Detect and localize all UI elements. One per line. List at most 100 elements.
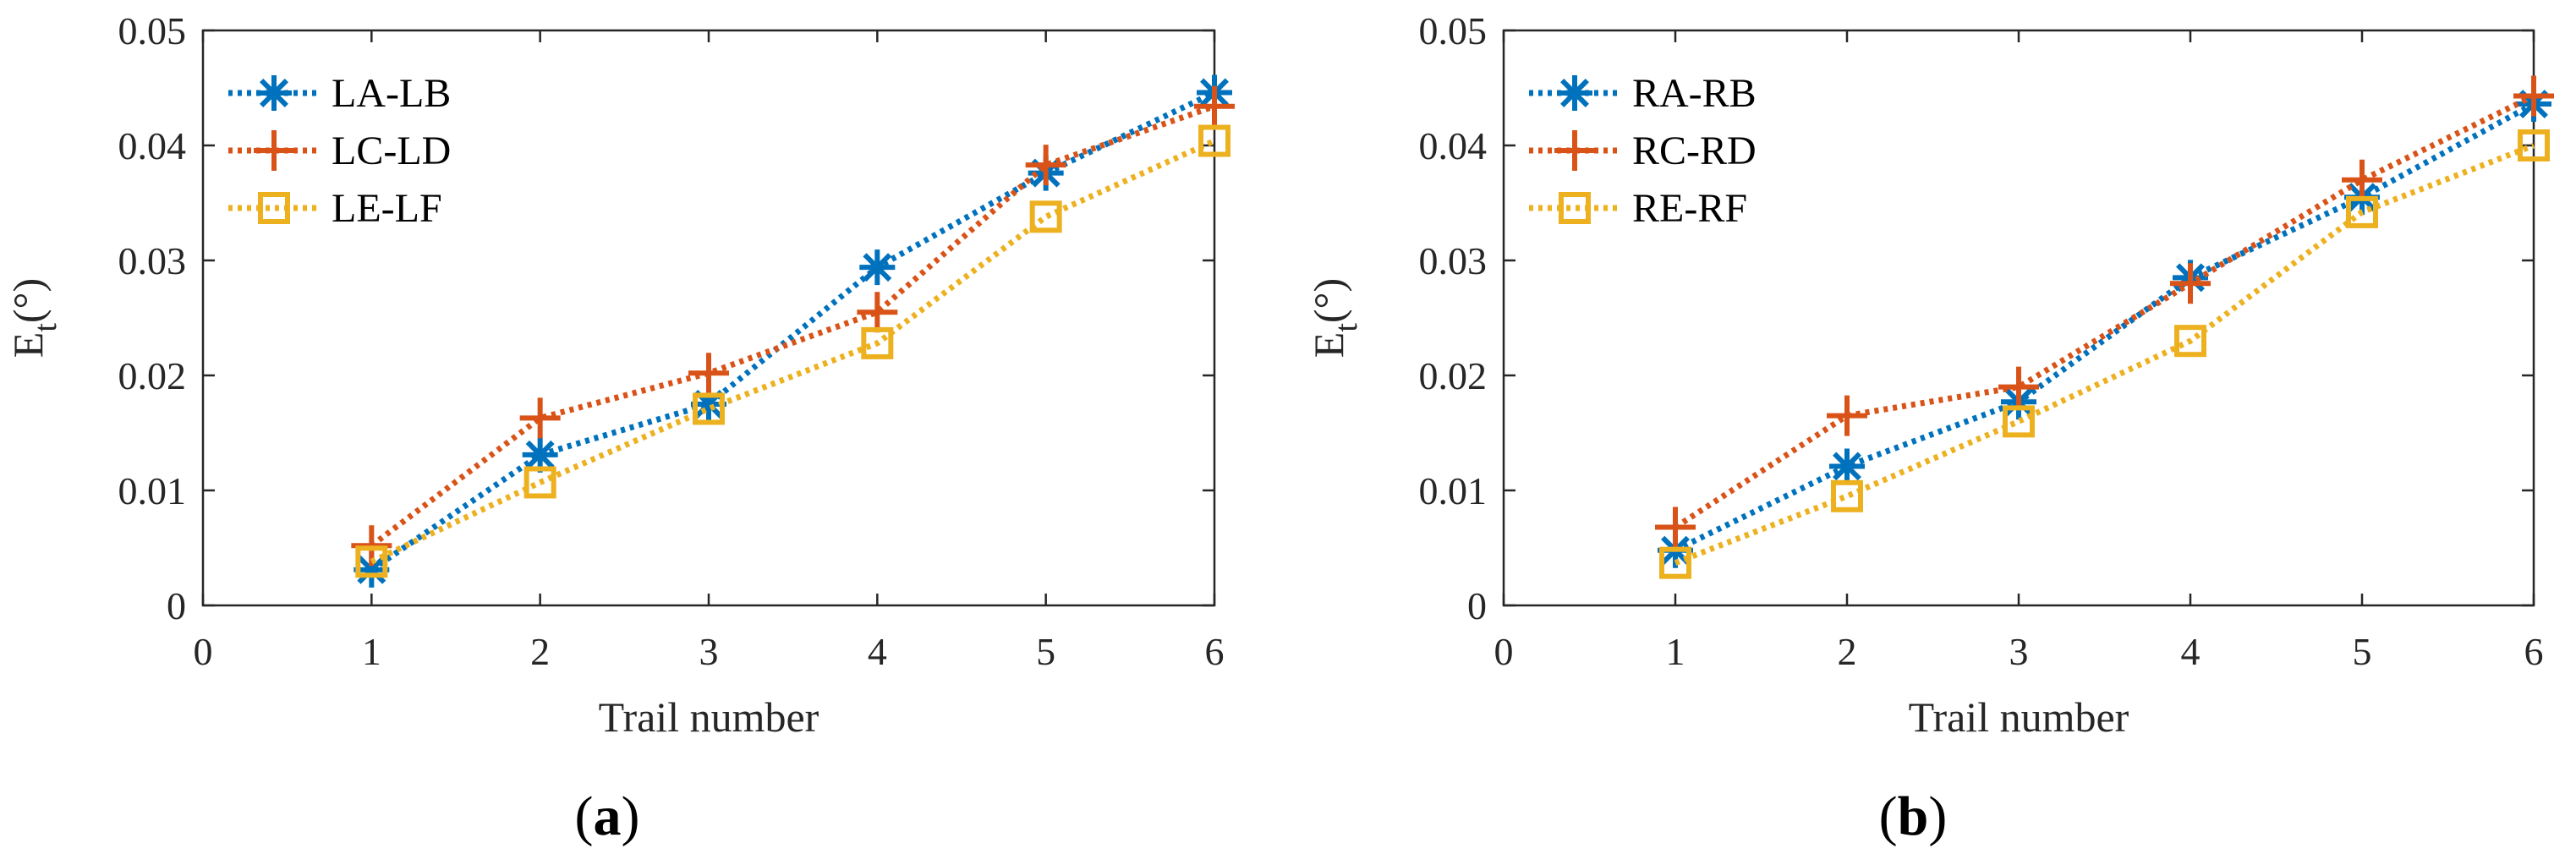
x-tick-label: 0 [194, 630, 213, 673]
data-point [354, 551, 390, 588]
y-tick-label: 0.02 [118, 354, 187, 397]
panel-label: (a) [575, 786, 640, 847]
y-tick-label: 0.01 [1419, 469, 1488, 512]
data-point-shape [523, 466, 556, 499]
data-point [693, 392, 725, 425]
data-point-shape [2174, 325, 2206, 358]
series-RE-RF [1659, 129, 2550, 579]
data-point-shape [688, 353, 729, 394]
data-point-shape [1029, 200, 1062, 233]
data-point [859, 249, 896, 286]
legend-marker [258, 192, 290, 224]
data-point [1831, 479, 1863, 512]
data-point-shape [859, 249, 896, 286]
y-tick-label: 0.03 [1419, 239, 1488, 282]
y-axis-label: Et(°) [1305, 278, 1364, 358]
data-point [522, 436, 558, 473]
data-point-shape [691, 386, 726, 422]
data-point [2346, 195, 2378, 228]
data-point [857, 292, 898, 333]
data-point [1829, 448, 1865, 484]
y-axis-label-main: E [1305, 332, 1352, 359]
data-point-shape [1194, 85, 1235, 127]
data-point [1029, 200, 1062, 233]
data-point-shape [693, 392, 725, 425]
y-axis-label: Et(°) [4, 278, 63, 358]
y-axis-label-sub: t [28, 323, 63, 332]
y-axis-label-suffix: (°) [1305, 278, 1352, 323]
data-point-shape [1831, 479, 1863, 512]
series-RC-RD [1655, 75, 2554, 548]
x-tick-label: 6 [2524, 630, 2544, 673]
panel-label-letter: b [1898, 786, 1929, 847]
y-tick-label: 0 [1467, 584, 1487, 627]
data-point [2518, 129, 2550, 161]
legend-label: LA-LB [332, 71, 451, 116]
x-axis-label: Trail number [599, 693, 819, 741]
data-point [1827, 395, 1867, 436]
x-tick-label: 1 [362, 630, 381, 673]
data-point-shape [1655, 506, 1696, 548]
x-tick-label: 2 [1838, 630, 1857, 673]
legend-marker [1554, 130, 1595, 171]
data-point-shape [861, 326, 894, 359]
data-point-shape [857, 292, 898, 333]
y-tick-label: 0.03 [118, 239, 187, 282]
series-line [1674, 93, 2535, 530]
data-point [2170, 263, 2211, 304]
x-tick-label: 3 [2009, 630, 2029, 673]
data-point [2174, 325, 2206, 358]
data-point-shape [1827, 395, 1867, 436]
legend-label: RC-RD [1632, 129, 1757, 173]
data-point-shape [1659, 546, 1691, 579]
data-point [1655, 506, 1696, 548]
series-RA-RB [1658, 86, 2551, 568]
legend-label: LC-LD [332, 129, 451, 173]
series-line [1674, 142, 2535, 566]
panel-label-letter: a [594, 786, 622, 847]
data-point-shape [519, 397, 561, 439]
data-point-shape [2170, 263, 2211, 304]
x-tick-label: 0 [1494, 630, 1514, 673]
axes-box [1502, 29, 2535, 607]
x-tick-label: 2 [530, 630, 550, 673]
x-tick-label: 6 [1205, 630, 1225, 673]
legend-marker-shape [258, 192, 290, 224]
series-LE-LF [355, 124, 1230, 578]
legend-marker-shape [1554, 130, 1595, 171]
x-tick-label: 4 [868, 630, 887, 673]
x-tick-label: 1 [1666, 630, 1685, 673]
y-tick-label: 0.01 [118, 469, 187, 512]
data-point-shape [522, 436, 558, 473]
x-tick-label: 3 [699, 630, 719, 673]
data-point [519, 397, 561, 439]
panel-label-open: ( [575, 786, 594, 847]
panel-label-open: ( [1879, 786, 1898, 847]
y-tick-label: 0.05 [118, 9, 187, 52]
legend-marker [256, 75, 292, 111]
legend-marker-shape [256, 75, 292, 111]
legend-label: RE-RF [1632, 186, 1747, 231]
x-tick-label: 5 [2353, 630, 2372, 673]
data-point-shape [1198, 124, 1230, 157]
chart-a: 0 1 2 3 4 5 6 0 0.01 0.02 0.03 0.04 0.05 Trail number… [4, 9, 1235, 847]
data-point-shape [355, 545, 388, 578]
data-point [2513, 75, 2554, 117]
data-point [355, 545, 388, 578]
data-point-shape [1829, 448, 1865, 484]
data-point-shape [2518, 129, 2550, 161]
legend-marker-shape [1557, 75, 1592, 111]
series-line [370, 103, 1216, 549]
series-LC-LD [351, 85, 1235, 567]
y-axis-label-main: E [4, 332, 52, 359]
y-tick-label: 0 [167, 584, 186, 627]
x-tick-label: 4 [2181, 630, 2201, 673]
data-point [1025, 145, 1066, 186]
data-point-shape [1025, 145, 1066, 186]
legend-label: LE-LF [332, 186, 442, 231]
data-point [861, 326, 894, 359]
data-point [2342, 159, 2382, 200]
series-line [370, 138, 1216, 565]
y-tick-label: 0.04 [118, 124, 187, 167]
